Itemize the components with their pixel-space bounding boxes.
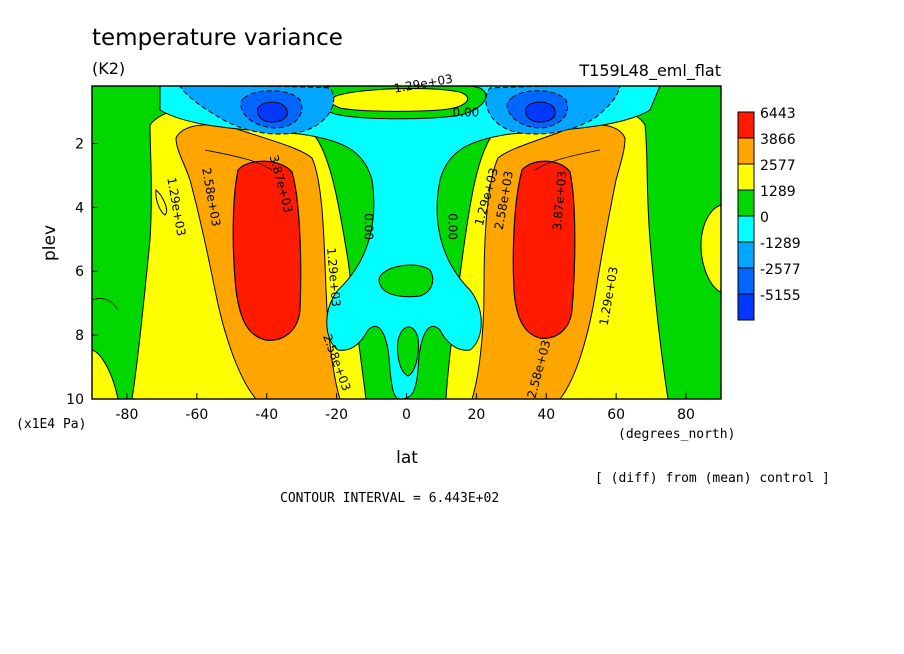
colorbar-label: -2577 (760, 262, 801, 278)
region-deepblue-right (525, 101, 556, 123)
contour-label: 1.29e+03 (324, 247, 343, 307)
colorbar-swatch (737, 215, 755, 243)
x-tick-label: 0 (402, 407, 411, 423)
region-deepblue-left (257, 101, 288, 123)
colorbar-swatch (737, 163, 755, 191)
contour-label: 0.00 (453, 105, 480, 119)
colorbar-label: -1289 (760, 236, 801, 252)
x-tick-label: -40 (255, 407, 278, 423)
colorbar-label: 1289 (760, 184, 796, 200)
x-tick-label: 80 (677, 407, 695, 423)
y-tick-label: 2 (75, 136, 84, 152)
x-tick-label: 20 (467, 407, 485, 423)
colorbar-label: 3866 (760, 132, 796, 148)
x-tick-label: 40 (537, 407, 555, 423)
x-axis-label: lat (396, 448, 418, 468)
colorbar-label: 0 (760, 210, 769, 226)
region-yellow-edge-l (92, 349, 119, 399)
x-tick-label: 60 (607, 407, 625, 423)
colorbar-swatch (737, 137, 755, 165)
chart-title: temperature variance (92, 25, 343, 51)
contour-label: 0.00 (362, 213, 376, 240)
x-tick-label: -60 (185, 407, 208, 423)
x-axis: -80 -60 -40 -20 0 20 40 60 80 (116, 393, 695, 423)
contour-label: 0.00 (445, 213, 459, 240)
colorbar-label: 6443 (760, 106, 796, 122)
colorbar-swatch (737, 111, 755, 139)
colorbar-label: -5155 (760, 288, 801, 304)
region-green-blob-low (397, 326, 419, 377)
y-axis: 2 4 6 8 10 (66, 136, 98, 408)
y-tick-label: 8 (75, 328, 84, 344)
contour-interval: CONTOUR INTERVAL = 6.443E+02 (280, 491, 499, 506)
x-tick-label: -80 (116, 407, 139, 423)
y-axis-label: plev (40, 225, 60, 261)
region-yellow-island-top (330, 88, 469, 112)
region-yellow-small-l (155, 189, 168, 216)
region-red-right (512, 160, 576, 339)
colorbar: 6443 3866 2577 1289 0 -1289 -2577 -5155 (737, 106, 801, 321)
colorbar-swatch (737, 189, 755, 217)
chart-units: (K2) (92, 59, 125, 78)
x-tick-label: -20 (325, 407, 348, 423)
colorbar-swatch (737, 267, 755, 295)
region-yellow-edge-r (700, 204, 721, 293)
y-axis-units: (x1E4 Pa) (16, 417, 86, 432)
y-tick-label: 6 (75, 264, 84, 280)
contour-field (92, 86, 721, 399)
colorbar-swatch (737, 293, 755, 321)
colorbar-swatch (737, 241, 755, 269)
diff-note: [ (diff) from (mean) control ] (595, 471, 830, 486)
y-tick-label: 10 (66, 392, 84, 408)
experiment-label: T159L48_eml_flat (578, 61, 721, 81)
colorbar-label: 2577 (760, 158, 796, 174)
region-green-blob-mid (378, 264, 434, 298)
y-tick-label: 4 (75, 200, 84, 216)
region-red-left (232, 160, 302, 341)
contour-label: 3.87e+03 (550, 170, 569, 230)
x-axis-units: (degrees_north) (618, 427, 735, 442)
